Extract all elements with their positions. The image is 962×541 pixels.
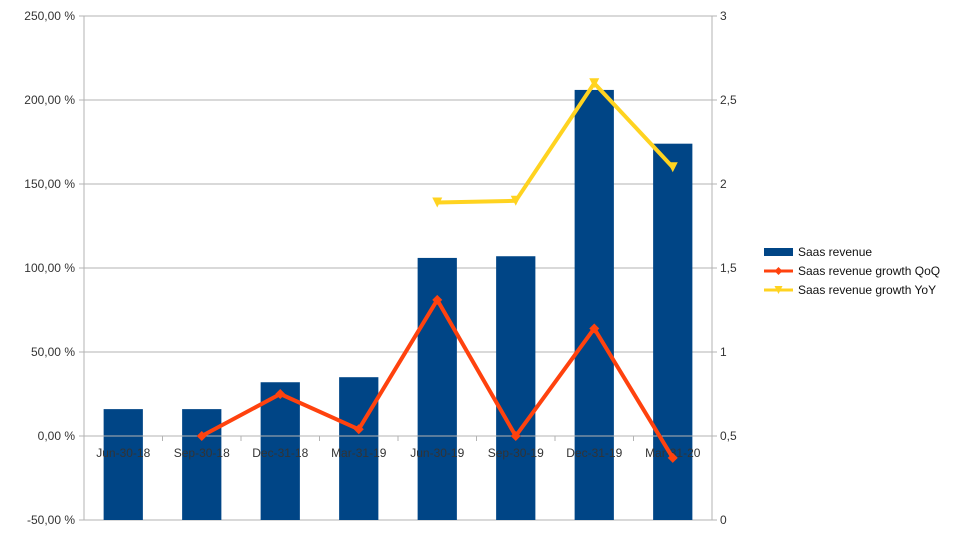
data-point-diamond — [353, 424, 364, 435]
y-left-tick-label: 50,00 % — [31, 345, 75, 359]
data-point-diamond — [510, 431, 521, 441]
x-tick-label: Dec-31-18 — [252, 446, 308, 460]
y-right-tick-label: 3 — [720, 9, 727, 23]
data-point-diamond — [589, 323, 600, 334]
data-point-triangle — [432, 197, 443, 208]
y-right-tick-label: 0 — [720, 513, 727, 527]
axes — [79, 15, 717, 521]
line-series — [196, 78, 678, 463]
y-left-tick-label: 250,00 % — [24, 9, 75, 23]
data-point-diamond — [196, 431, 207, 441]
y-left-tick-label: -50,00 % — [27, 513, 75, 527]
y-left-tick-label: 150,00 % — [24, 177, 75, 191]
bar — [653, 143, 693, 520]
y-right-tick-label: 2,5 — [720, 93, 737, 107]
x-tick-label: Jun-30-18 — [96, 446, 150, 460]
legend: Saas revenue Saas revenue growth QoQ Saas … — [764, 245, 940, 297]
bar — [182, 409, 222, 520]
x-tick-label: Sep-30-18 — [174, 446, 230, 460]
bar-series — [103, 89, 693, 521]
y-left-tick-label: 200,00 % — [24, 93, 75, 107]
bar — [574, 89, 614, 521]
y-right-tick-label: 0,5 — [720, 429, 737, 443]
y-right-tick-label: 2 — [720, 177, 727, 191]
legend-label: Saas revenue growth YoY — [798, 283, 936, 297]
legend-label: Saas revenue — [798, 245, 872, 259]
x-tick-labels: Jun-30-18 Sep-30-18 Dec-31-18 Mar-31-19 Jun-… — [96, 446, 701, 460]
y-left-tick-label: 0,00 % — [38, 429, 76, 443]
bar — [260, 382, 300, 520]
data-point-diamond — [667, 452, 678, 463]
data-point-diamond — [275, 389, 286, 399]
y-tick-labels: -50,00 %0,00 %50,00 %100,00 %150,00 %200… — [24, 9, 737, 527]
legend-label: Saas revenue growth QoQ — [798, 264, 940, 278]
bar — [496, 256, 536, 520]
y-right-tick-label: 1 — [720, 345, 727, 359]
x-tick-label: Sep-30-19 — [488, 446, 544, 460]
data-point-triangle — [667, 162, 678, 173]
legend-marker — [774, 286, 783, 294]
x-tick-label: Jun-30-19 — [410, 446, 464, 460]
gridlines — [84, 15, 712, 521]
data-point-diamond — [432, 294, 443, 305]
y-left-tick-label: 100,00 % — [24, 261, 75, 275]
data-point-triangle — [510, 195, 521, 206]
bar — [103, 409, 143, 520]
bar — [339, 377, 379, 520]
x-tick-label: Dec-31-19 — [566, 446, 622, 460]
y-right-tick-label: 1,5 — [720, 261, 737, 275]
x-tick-label: Mar-31-20 — [645, 446, 701, 460]
legend-swatch-bar — [764, 248, 793, 256]
series-line — [435, 81, 675, 205]
data-point-triangle — [589, 78, 600, 89]
x-tick-label: Mar-31-19 — [331, 446, 387, 460]
legend-marker — [774, 267, 783, 275]
